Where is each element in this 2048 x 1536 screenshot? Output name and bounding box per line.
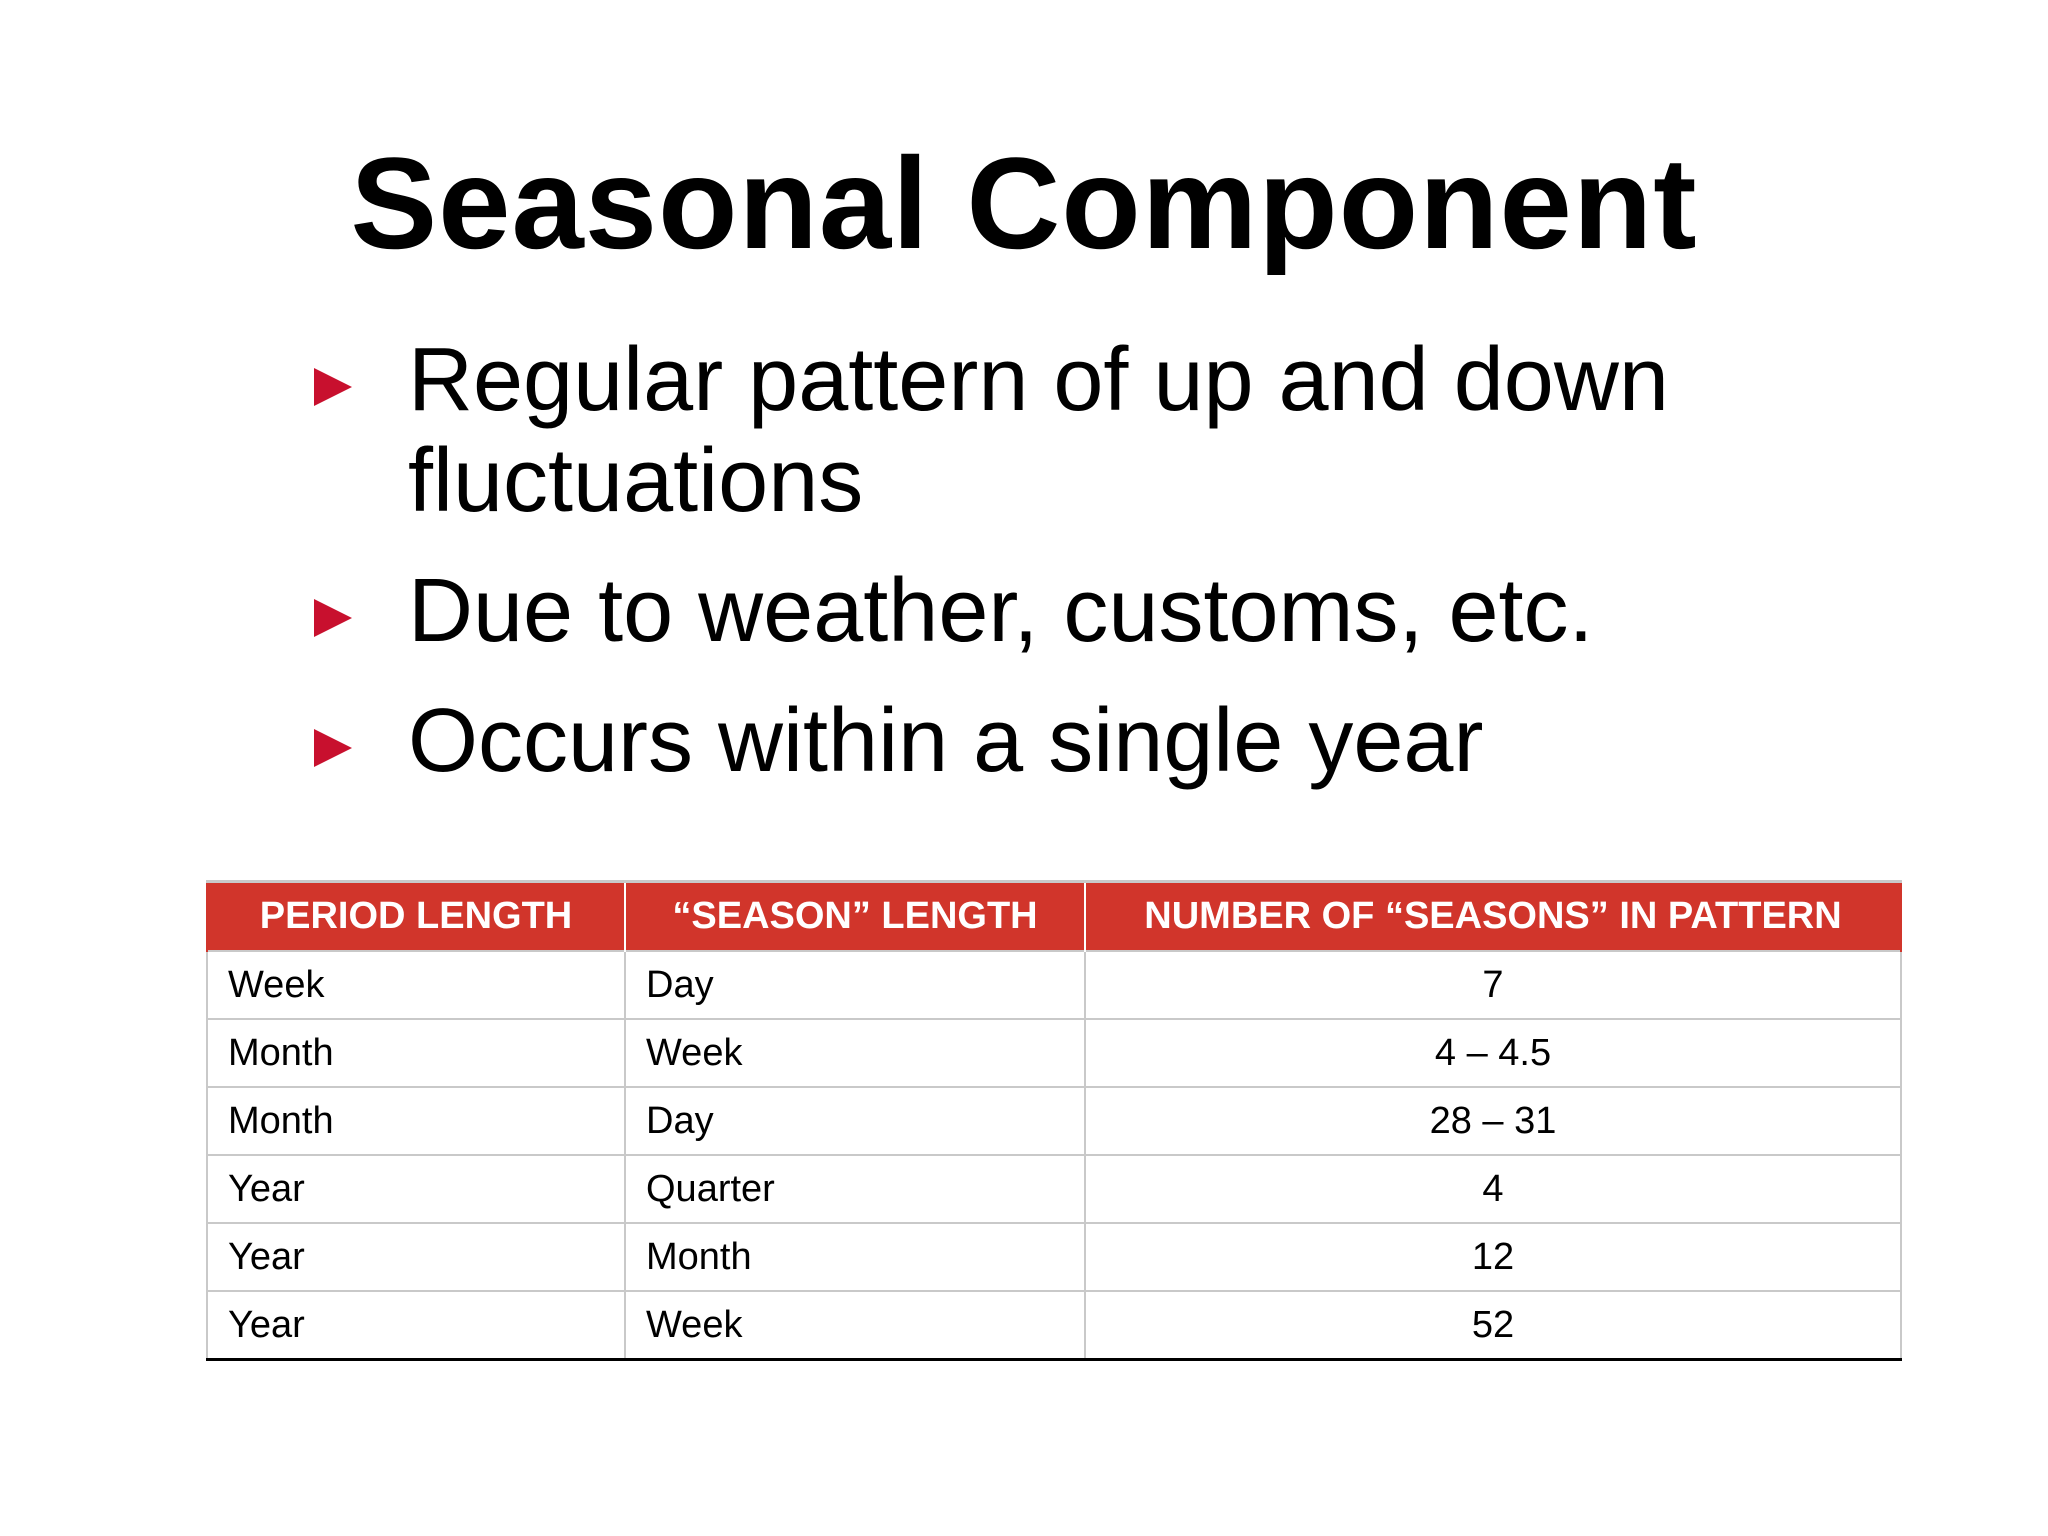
season-count-cell: 28 – 31: [1084, 1086, 1902, 1156]
slide-title: Seasonal Component: [350, 130, 1698, 276]
season-count-cell: 12: [1084, 1222, 1902, 1292]
triangle-bullet-icon: [314, 599, 352, 637]
triangle-bullet-icon: [314, 368, 352, 406]
triangle-bullet-icon: [314, 729, 352, 767]
period-length-cell: Month: [206, 1086, 626, 1156]
season-length-cell: Week: [624, 1290, 1086, 1361]
season-length-cell: Day: [624, 950, 1086, 1020]
table-row: Year Month 12: [206, 1222, 1902, 1292]
season-count-cell: 52: [1084, 1290, 1902, 1361]
header-number-of-seasons: NUMBER OF “SEASONS” IN PATTERN: [1084, 880, 1902, 951]
season-table: PERIOD LENGTH “SEASON” LENGTH NUMBER OF …: [206, 880, 1902, 1361]
period-length-cell: Year: [206, 1222, 626, 1292]
season-count-cell: 7: [1084, 950, 1902, 1020]
period-length-cell: Year: [206, 1290, 626, 1361]
table-row: Week Day 7: [206, 950, 1902, 1020]
bullet-list: Regular pattern of up and down fluctuati…: [312, 330, 1762, 821]
season-count-cell: 4: [1084, 1154, 1902, 1224]
season-length-cell: Quarter: [624, 1154, 1086, 1224]
table-row: Year Quarter 4: [206, 1154, 1902, 1224]
season-length-cell: Month: [624, 1222, 1086, 1292]
bullet-text: Regular pattern of up and down fluctuati…: [408, 330, 1669, 531]
bullet-item: Due to weather, customs, etc.: [312, 561, 1762, 662]
season-table-container: PERIOD LENGTH “SEASON” LENGTH NUMBER OF …: [206, 880, 1902, 1361]
bullet-item: Occurs within a single year: [312, 691, 1762, 792]
table-row: Month Day 28 – 31: [206, 1086, 1902, 1156]
bullet-text: Occurs within a single year: [408, 691, 1484, 791]
season-count-cell: 4 – 4.5: [1084, 1018, 1902, 1088]
period-length-cell: Year: [206, 1154, 626, 1224]
period-length-cell: Month: [206, 1018, 626, 1088]
bullet-text: Due to weather, customs, etc.: [408, 561, 1594, 661]
bullet-item: Regular pattern of up and down fluctuati…: [312, 330, 1762, 532]
table-row: Month Week 4 – 4.5: [206, 1018, 1902, 1088]
table-header-row: PERIOD LENGTH “SEASON” LENGTH NUMBER OF …: [206, 880, 1902, 951]
period-length-cell: Week: [206, 950, 626, 1020]
header-season-length: “SEASON” LENGTH: [624, 880, 1086, 951]
season-length-cell: Day: [624, 1086, 1086, 1156]
table-row: Year Week 52: [206, 1290, 1902, 1361]
season-length-cell: Week: [624, 1018, 1086, 1088]
header-period-length: PERIOD LENGTH: [206, 880, 626, 951]
